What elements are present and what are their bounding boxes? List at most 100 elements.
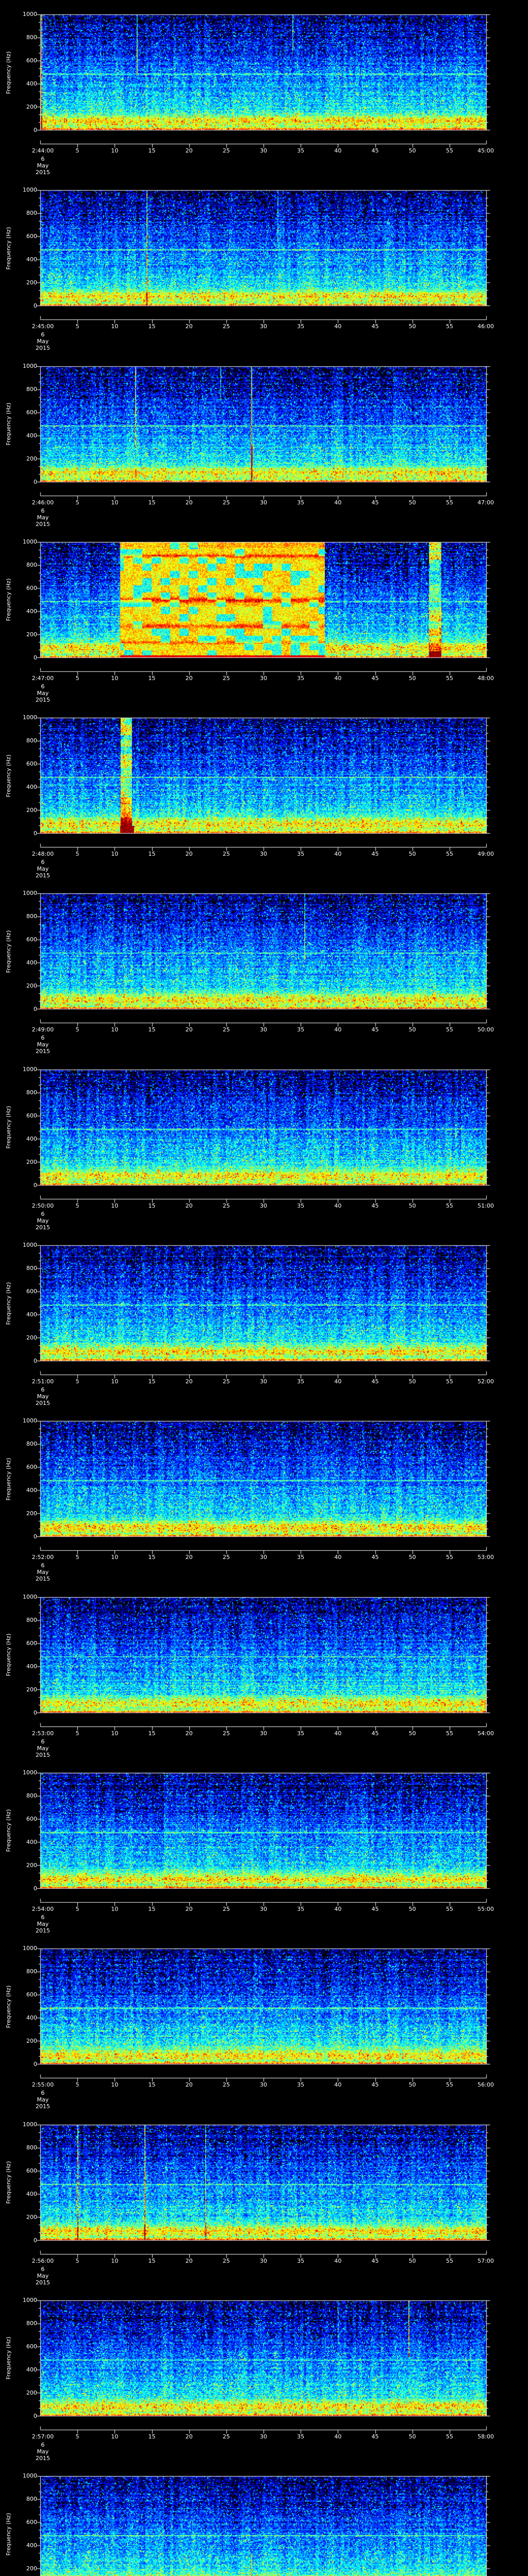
y-axis-tick-label: 400 bbox=[26, 256, 37, 263]
y-axis-tick-label: 600 bbox=[26, 584, 37, 591]
spectrogram-panel: 1000 800 600 400 200 0 Frequency (Hz) 2:53:00 5 1… bbox=[0, 1582, 528, 1759]
date-label: 6 bbox=[41, 156, 45, 162]
date-label: 2015 bbox=[36, 1400, 50, 1407]
x-axis-tick-label: 55 bbox=[446, 1202, 453, 1209]
y-axis-tick-label: 0 bbox=[34, 654, 37, 661]
y-axis-tick-label: 200 bbox=[26, 1686, 37, 1693]
x-axis-tick-label: 50 bbox=[408, 1026, 416, 1033]
x-axis-tick-label: 5 bbox=[75, 2433, 79, 2440]
x-axis-tick-label: 40 bbox=[334, 674, 342, 682]
y-axis-title: Frequency (Hz) bbox=[5, 754, 12, 798]
x-axis-tick-label: 50 bbox=[408, 499, 416, 506]
date-label: 6 bbox=[41, 1738, 45, 1745]
y-axis-tick-label: 1000 bbox=[23, 1769, 37, 1776]
x-axis-tick-label: 55 bbox=[446, 851, 453, 858]
x-axis-tick-label: 10 bbox=[111, 1554, 119, 1561]
x-axis-tick-label: 50 bbox=[408, 851, 416, 858]
date-label: May bbox=[37, 1569, 49, 1576]
y-axis-tick-label: 400 bbox=[26, 1311, 37, 1318]
x-axis-tick-label: 20 bbox=[185, 851, 193, 858]
x-axis-tick-label: 25 bbox=[222, 2257, 230, 2264]
x-axis-start-time-label: 2:52:00 bbox=[31, 1554, 54, 1561]
spectrogram-canvas bbox=[0, 1582, 528, 1759]
y-axis-tick-label: 200 bbox=[26, 2389, 37, 2396]
y-axis-title: Frequency (Hz) bbox=[5, 2161, 12, 2204]
spectrogram-canvas bbox=[0, 879, 528, 1056]
x-axis-tick-label: 10 bbox=[111, 1202, 119, 1209]
x-axis-tick-label: 40 bbox=[334, 851, 342, 858]
y-axis-tick-label: 1000 bbox=[23, 1065, 37, 1073]
x-axis-end-time-label: 52:00 bbox=[477, 1378, 494, 1385]
x-axis-tick-label: 45 bbox=[371, 851, 379, 858]
x-axis-tick-label: 20 bbox=[185, 2433, 193, 2440]
x-axis-tick-label: 35 bbox=[297, 1026, 305, 1033]
x-axis-tick-label: 40 bbox=[334, 323, 342, 330]
y-axis-tick-label: 800 bbox=[26, 1440, 37, 1448]
y-axis-tick-label: 0 bbox=[34, 1533, 37, 1540]
x-axis-start-time-label: 2:46:00 bbox=[31, 499, 54, 506]
spectrogram-panel: 1000 800 600 400 200 0 Frequency (Hz) 2:55:00 5 1… bbox=[0, 1934, 528, 2111]
x-axis-tick-label: 5 bbox=[75, 1378, 79, 1385]
x-axis-tick-label: 25 bbox=[222, 1378, 230, 1385]
x-axis-tick-label: 35 bbox=[297, 1202, 305, 1209]
x-axis-tick-label: 20 bbox=[185, 1554, 193, 1561]
y-axis-tick-label: 600 bbox=[26, 57, 37, 64]
x-axis-tick-label: 50 bbox=[408, 2257, 416, 2264]
x-axis-tick-label: 25 bbox=[222, 2081, 230, 2089]
x-axis-tick-label: 10 bbox=[111, 1730, 119, 1737]
date-label: 6 bbox=[41, 859, 45, 866]
x-axis-tick-label: 30 bbox=[260, 499, 267, 506]
y-axis-tick-label: 800 bbox=[26, 1089, 37, 1096]
date-label: May bbox=[37, 2096, 49, 2104]
x-axis-end-time-label: 46:00 bbox=[477, 323, 494, 330]
y-axis-title: Frequency (Hz) bbox=[5, 2513, 12, 2556]
x-axis-tick-label: 45 bbox=[371, 2257, 379, 2264]
y-axis-tick-label: 1000 bbox=[23, 1417, 37, 1425]
x-axis-tick-label: 15 bbox=[148, 2257, 156, 2264]
x-axis-tick-label: 10 bbox=[111, 2081, 119, 2089]
y-axis-tick-label: 800 bbox=[26, 1792, 37, 1799]
y-axis-tick-label: 1000 bbox=[23, 890, 37, 897]
x-axis-tick-label: 40 bbox=[334, 1730, 342, 1737]
x-axis-tick-label: 55 bbox=[446, 1554, 453, 1561]
date-label: 6 bbox=[41, 1386, 45, 1394]
x-axis-tick-label: 35 bbox=[297, 2081, 305, 2089]
x-axis-tick-label: 10 bbox=[111, 1378, 119, 1385]
x-axis-tick-label: 25 bbox=[222, 147, 230, 154]
x-axis-end-time-label: 47:00 bbox=[477, 499, 494, 506]
x-axis-tick-label: 35 bbox=[297, 323, 305, 330]
y-axis-tick-label: 1000 bbox=[23, 1945, 37, 1952]
x-axis-tick-label: 25 bbox=[222, 851, 230, 858]
x-axis-tick-label: 30 bbox=[260, 1378, 267, 1385]
x-axis-tick-label: 20 bbox=[185, 2257, 193, 2264]
x-axis-tick-label: 30 bbox=[260, 1554, 267, 1561]
x-axis-tick-label: 55 bbox=[446, 1730, 453, 1737]
y-axis-tick-label: 600 bbox=[26, 1112, 37, 1119]
spectrogram-panel: 1000 800 600 400 200 0 Frequency (Hz) 2:44:00 5 1… bbox=[0, 0, 528, 176]
date-label: May bbox=[37, 1920, 49, 1927]
x-axis-tick-label: 15 bbox=[148, 1730, 156, 1737]
x-axis-end-time-label: 54:00 bbox=[477, 1730, 494, 1737]
x-axis-end-time-label: 48:00 bbox=[477, 674, 494, 682]
x-axis-tick-label: 30 bbox=[260, 147, 267, 154]
x-axis-tick-label: 40 bbox=[334, 1554, 342, 1561]
x-axis-tick-label: 15 bbox=[148, 323, 156, 330]
date-label: May bbox=[37, 1744, 49, 1752]
x-axis-tick-label: 25 bbox=[222, 1905, 230, 1912]
date-label: 6 bbox=[41, 683, 45, 690]
x-axis-tick-label: 5 bbox=[75, 851, 79, 858]
y-axis-tick-label: 200 bbox=[26, 1861, 37, 1869]
y-axis-tick-label: 800 bbox=[26, 737, 37, 744]
y-axis-tick-label: 1000 bbox=[23, 11, 37, 18]
x-axis-tick-label: 50 bbox=[408, 674, 416, 682]
x-axis-tick-label: 10 bbox=[111, 2257, 119, 2264]
x-axis-tick-label: 10 bbox=[111, 851, 119, 858]
x-axis-tick-label: 15 bbox=[148, 499, 156, 506]
y-axis-tick-label: 0 bbox=[34, 1181, 37, 1189]
y-axis-tick-label: 400 bbox=[26, 1663, 37, 1670]
y-axis-tick-label: 1000 bbox=[23, 2296, 37, 2303]
date-label: 6 bbox=[41, 2265, 45, 2273]
x-axis-tick-label: 40 bbox=[334, 1905, 342, 1912]
y-axis-title: Frequency (Hz) bbox=[5, 930, 12, 973]
